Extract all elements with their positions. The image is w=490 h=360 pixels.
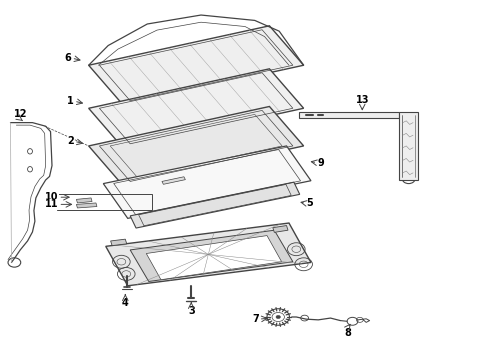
Polygon shape <box>76 198 92 203</box>
Text: 9: 9 <box>318 158 324 168</box>
Text: 4: 4 <box>122 298 129 308</box>
Text: 10: 10 <box>45 192 58 202</box>
Text: 2: 2 <box>67 136 74 146</box>
Polygon shape <box>273 226 288 232</box>
Text: 3: 3 <box>188 306 195 316</box>
Circle shape <box>276 315 280 319</box>
Text: 13: 13 <box>356 95 369 105</box>
Text: 8: 8 <box>344 328 351 338</box>
Text: 5: 5 <box>306 198 313 208</box>
Polygon shape <box>399 112 418 180</box>
Polygon shape <box>89 69 304 148</box>
Polygon shape <box>299 112 399 118</box>
Polygon shape <box>76 203 97 208</box>
Text: 1: 1 <box>67 96 74 106</box>
Polygon shape <box>106 223 311 286</box>
Polygon shape <box>103 146 311 219</box>
Polygon shape <box>89 107 304 185</box>
Polygon shape <box>130 230 293 282</box>
Text: 6: 6 <box>65 53 72 63</box>
Text: 11: 11 <box>45 199 58 210</box>
Text: 7: 7 <box>252 314 259 324</box>
Text: 12: 12 <box>14 109 27 119</box>
Polygon shape <box>89 26 304 105</box>
Polygon shape <box>147 235 282 280</box>
Polygon shape <box>130 182 300 228</box>
Polygon shape <box>111 239 127 246</box>
Polygon shape <box>162 177 185 184</box>
